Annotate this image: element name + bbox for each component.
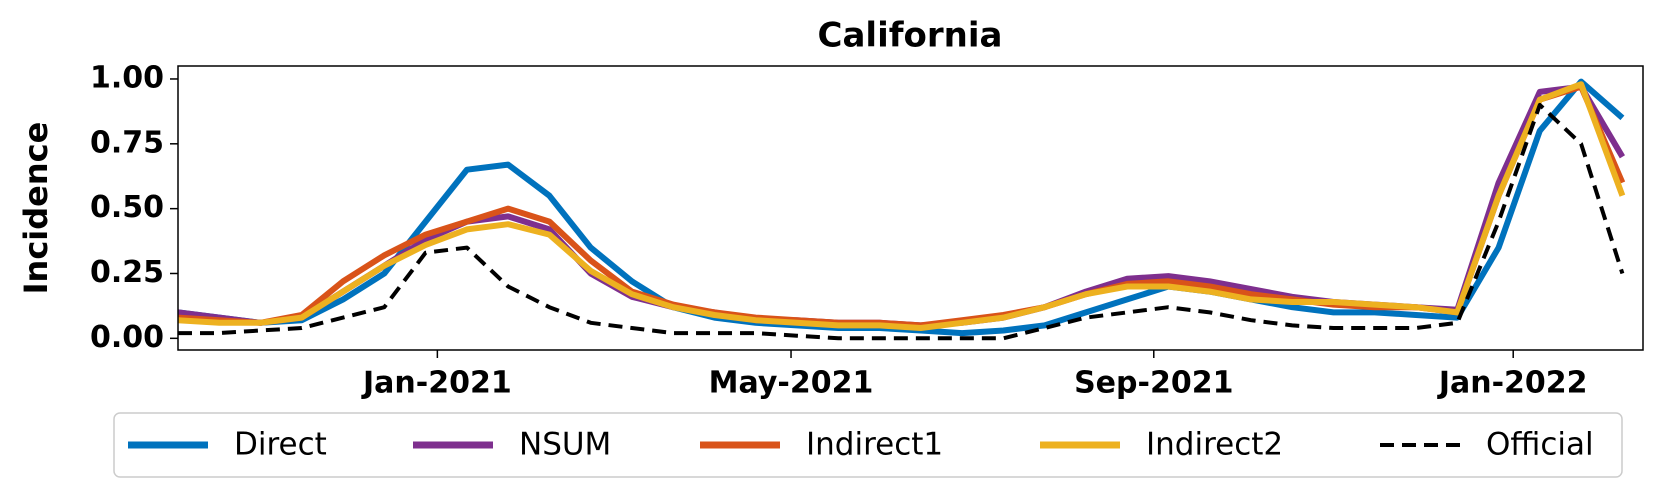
chart-title: California <box>818 16 1003 56</box>
x-tick-label: Sep-2021 <box>1074 366 1233 401</box>
legend-label: NSUM <box>519 427 611 463</box>
legend-label: Indirect1 <box>806 427 943 463</box>
series-line <box>177 83 1625 329</box>
series-line <box>178 102 1625 341</box>
y-tick-label: 0.00 <box>90 320 164 355</box>
y-tick-label: 0.50 <box>90 190 164 225</box>
plot-frame <box>177 65 1644 351</box>
series-line <box>177 81 1626 331</box>
y-axis-label: Incidence <box>17 122 55 295</box>
y-tick-label: 1.00 <box>90 60 164 95</box>
legend-label: Indirect2 <box>1146 427 1283 463</box>
x-tick-label: May-2021 <box>709 366 874 401</box>
x-tick-label: Jan-2021 <box>361 366 512 401</box>
legend-label: Direct <box>234 427 327 463</box>
series-line <box>177 83 1626 329</box>
y-tick-label: 0.25 <box>90 255 164 290</box>
x-tick-label: Jan-2022 <box>1437 366 1588 401</box>
legend-label: Official <box>1486 427 1594 463</box>
y-tick-label: 0.75 <box>90 125 164 160</box>
legend-box <box>113 412 1623 478</box>
